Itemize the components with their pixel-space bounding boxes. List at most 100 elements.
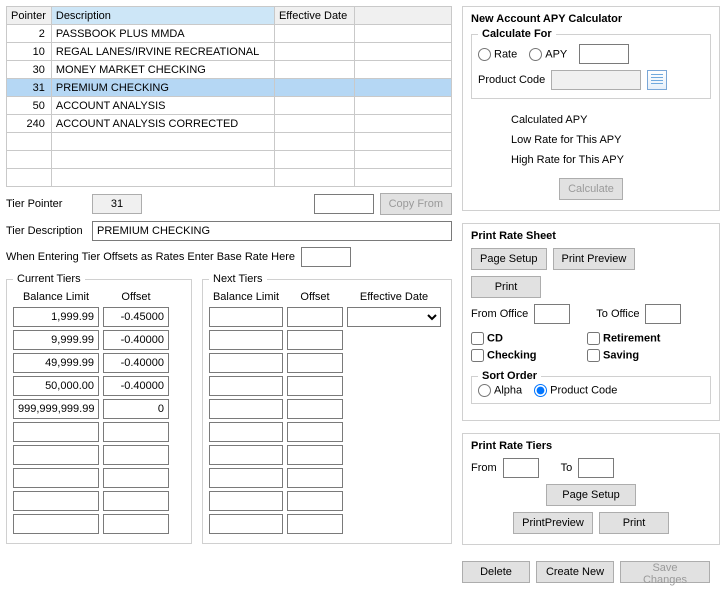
sort-order-group: Sort Order Alpha Product Code — [471, 370, 711, 404]
table-row[interactable]: 31PREMIUM CHECKING — [7, 79, 452, 97]
tiers-print-preview-button[interactable]: PrintPreview — [513, 512, 593, 534]
cell-pointer: 10 — [7, 43, 52, 61]
table-row[interactable] — [7, 169, 452, 187]
calc-value-field[interactable] — [579, 44, 629, 64]
print-button[interactable]: Print — [471, 276, 541, 298]
tiers-page-setup-button[interactable]: Page Setup — [546, 484, 636, 506]
create-new-button[interactable]: Create New — [536, 561, 614, 583]
next-balance-field[interactable] — [209, 353, 283, 373]
next-balance-field[interactable] — [209, 445, 283, 465]
next-balance-field[interactable] — [209, 307, 283, 327]
base-rate-field[interactable] — [301, 247, 351, 267]
rate-radio-label[interactable]: Rate — [478, 48, 517, 61]
cell-pointer: 50 — [7, 97, 52, 115]
next-offset-field[interactable] — [287, 353, 343, 373]
next-offset-field[interactable] — [287, 376, 343, 396]
offset-field[interactable] — [103, 399, 169, 419]
cell-description: ACCOUNT ANALYSIS CORRECTED — [51, 115, 274, 133]
from-office-field[interactable] — [534, 304, 570, 324]
next-balance-field[interactable] — [209, 376, 283, 396]
next-balance-field[interactable] — [209, 514, 283, 534]
col-pointer[interactable]: Pointer — [7, 7, 52, 25]
offset-field[interactable] — [103, 445, 169, 465]
next-balance-field[interactable] — [209, 468, 283, 488]
cell-blank — [354, 43, 451, 61]
tiers-to-field[interactable] — [578, 458, 614, 478]
print-preview-button[interactable]: Print Preview — [553, 248, 636, 270]
next-offset-field[interactable] — [287, 330, 343, 350]
next-offset-field[interactable] — [287, 468, 343, 488]
effective-date-select[interactable] — [347, 307, 441, 327]
lookup-icon[interactable] — [647, 70, 667, 90]
balance-limit-field[interactable] — [13, 376, 99, 396]
next-offset-field[interactable] — [287, 514, 343, 534]
alpha-radio-label[interactable]: Alpha — [478, 384, 522, 397]
table-row[interactable] — [7, 151, 452, 169]
table-row[interactable]: 50ACCOUNT ANALYSIS — [7, 97, 452, 115]
table-row[interactable] — [7, 133, 452, 151]
tier-description-field[interactable] — [92, 221, 452, 241]
col-description[interactable]: Description — [51, 7, 274, 25]
to-office-field[interactable] — [645, 304, 681, 324]
offset-field[interactable] — [103, 376, 169, 396]
next-balance-field[interactable] — [209, 422, 283, 442]
product-code-radio-label[interactable]: Product Code — [534, 384, 617, 397]
apy-radio[interactable] — [529, 48, 542, 61]
next-offset-field[interactable] — [287, 399, 343, 419]
balance-limit-field[interactable] — [13, 307, 99, 327]
rate-radio[interactable] — [478, 48, 491, 61]
col-blank[interactable] — [354, 7, 451, 25]
next-offset-field[interactable] — [287, 422, 343, 442]
cell-effective-date — [274, 97, 354, 115]
next-balance-field[interactable] — [209, 399, 283, 419]
tiers-print-button[interactable]: Print — [599, 512, 669, 534]
retirement-check-label[interactable]: Retirement — [587, 332, 697, 345]
balance-limit-field[interactable] — [13, 422, 99, 442]
pointer-grid[interactable]: Pointer Description Effective Date 2PASS… — [6, 6, 452, 187]
copy-from-field[interactable] — [314, 194, 374, 214]
checking-check-label[interactable]: Checking — [471, 349, 581, 362]
table-row[interactable]: 2PASSBOOK PLUS MMDA — [7, 25, 452, 43]
next-offset-field[interactable] — [287, 491, 343, 511]
tiers-from-field[interactable] — [503, 458, 539, 478]
balance-limit-field[interactable] — [13, 445, 99, 465]
balance-limit-field[interactable] — [13, 468, 99, 488]
col-effective-date[interactable]: Effective Date — [274, 7, 354, 25]
sort-order-legend: Sort Order — [478, 370, 541, 382]
balance-limit-field[interactable] — [13, 514, 99, 534]
balance-limit-field[interactable] — [13, 399, 99, 419]
balance-limit-field[interactable] — [13, 330, 99, 350]
table-row[interactable]: 10REGAL LANES/IRVINE RECREATIONAL — [7, 43, 452, 61]
cell-effective-date — [274, 115, 354, 133]
table-row[interactable]: 240ACCOUNT ANALYSIS CORRECTED — [7, 115, 452, 133]
next-balance-field[interactable] — [209, 330, 283, 350]
cell-description: MONEY MARKET CHECKING — [51, 61, 274, 79]
offset-field[interactable] — [103, 468, 169, 488]
balance-limit-field[interactable] — [13, 353, 99, 373]
page-setup-button[interactable]: Page Setup — [471, 248, 547, 270]
saving-check[interactable] — [587, 349, 600, 362]
offset-field[interactable] — [103, 307, 169, 327]
apy-radio-label[interactable]: APY — [529, 48, 567, 61]
cd-check[interactable] — [471, 332, 484, 345]
next-offset-field[interactable] — [287, 445, 343, 465]
offset-field[interactable] — [103, 422, 169, 442]
tiers-to-label: To — [561, 462, 573, 474]
checking-check[interactable] — [471, 349, 484, 362]
cell-effective-date — [274, 25, 354, 43]
table-row[interactable]: 30MONEY MARKET CHECKING — [7, 61, 452, 79]
alpha-radio[interactable] — [478, 384, 491, 397]
calculate-for-legend: Calculate For — [478, 28, 556, 40]
offset-field[interactable] — [103, 330, 169, 350]
delete-button[interactable]: Delete — [462, 561, 530, 583]
balance-limit-field[interactable] — [13, 491, 99, 511]
offset-field[interactable] — [103, 514, 169, 534]
next-offset-field[interactable] — [287, 307, 343, 327]
cd-check-label[interactable]: CD — [471, 332, 581, 345]
offset-field[interactable] — [103, 491, 169, 511]
offset-field[interactable] — [103, 353, 169, 373]
next-balance-field[interactable] — [209, 491, 283, 511]
retirement-check[interactable] — [587, 332, 600, 345]
saving-check-label[interactable]: Saving — [587, 349, 697, 362]
product-code-radio[interactable] — [534, 384, 547, 397]
